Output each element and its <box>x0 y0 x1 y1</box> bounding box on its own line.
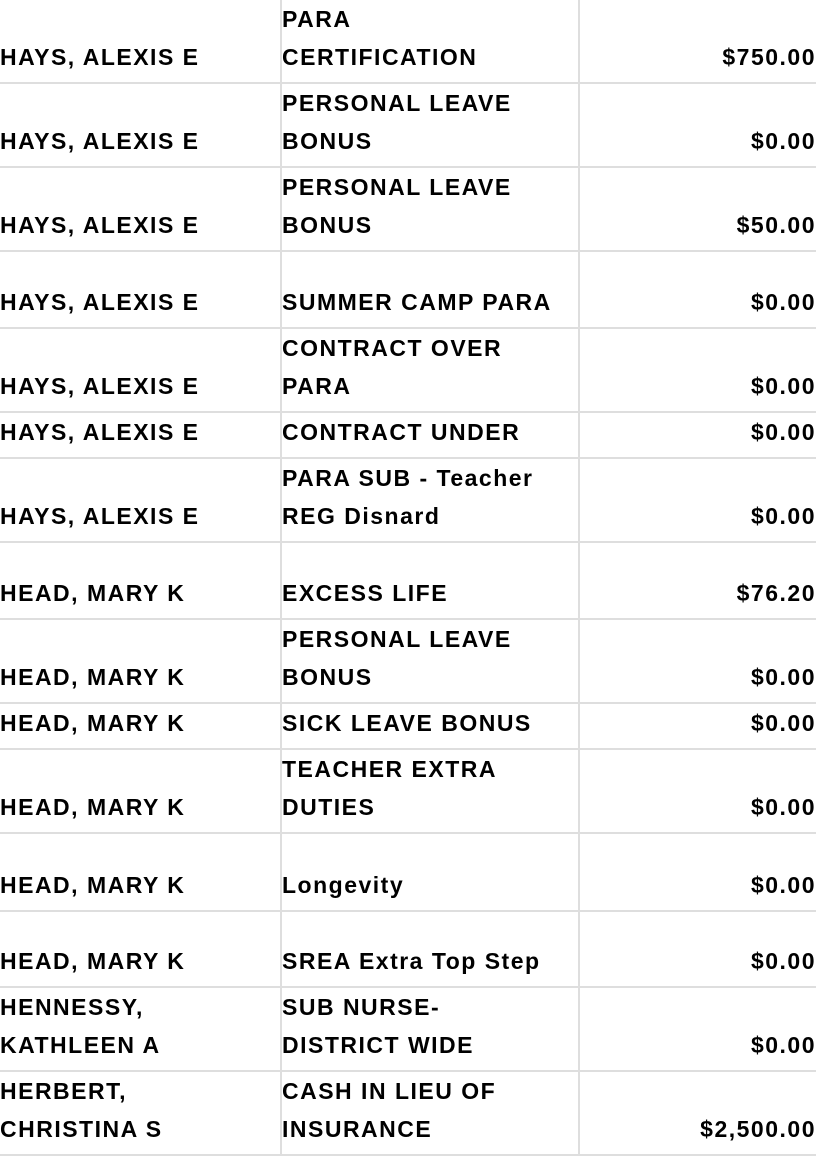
employee-name-cell[interactable]: HAYS, ALEXIS E <box>0 457 282 543</box>
amount-cell[interactable]: $76.20 <box>578 541 816 620</box>
table-row: HAYS, ALEXIS E PERSONAL LEAVE BONUS $0.0… <box>0 82 816 168</box>
pay-description-cell[interactable]: CASH IN LIEU OF INSURANCE <box>280 1070 580 1156</box>
employee-name-cell[interactable]: HEAD, MARY K <box>0 618 282 704</box>
employee-name-cell[interactable]: HEAD, MARY K <box>0 910 282 988</box>
pay-description-cell[interactable]: SREA Extra Top Step <box>280 910 580 988</box>
amount-cell[interactable]: $0.00 <box>578 748 816 834</box>
pay-description-cell[interactable]: EXCESS LIFE <box>280 541 580 620</box>
table-row: HEAD, MARY K PERSONAL LEAVE BONUS $0.00 <box>0 618 816 704</box>
pay-description-cell[interactable]: CONTRACT UNDER <box>280 411 580 459</box>
pay-description-cell[interactable]: PARA SUB - Teacher REG Disnard <box>280 457 580 543</box>
employee-name-cell[interactable]: HAYS, ALEXIS E <box>0 411 282 459</box>
employee-name-cell[interactable]: HAYS, ALEXIS E <box>0 250 282 329</box>
table-row: HEAD, MARY K SICK LEAVE BONUS $0.00 <box>0 702 816 750</box>
amount-cell[interactable]: $0.00 <box>578 82 816 168</box>
employee-name-cell[interactable]: HERBERT, CHRISTINA S <box>0 1070 282 1156</box>
table-row: HEAD, MARY K Longevity $0.00 <box>0 832 816 912</box>
amount-cell[interactable]: $0.00 <box>578 250 816 329</box>
pay-description-cell[interactable]: SUMMER CAMP PARA <box>280 250 580 329</box>
amount-cell[interactable]: $0.00 <box>578 327 816 413</box>
pay-description-cell[interactable]: PERSONAL LEAVE BONUS <box>280 82 580 168</box>
table-row: HAYS, ALEXIS E PERSONAL LEAVE BONUS $50.… <box>0 166 816 252</box>
employee-name-cell[interactable]: HEAD, MARY K <box>0 748 282 834</box>
table-row: HEAD, MARY K TEACHER EXTRA DUTIES $0.00 <box>0 748 816 834</box>
employee-name-cell[interactable]: HENNESSY, KATHLEEN A <box>0 986 282 1072</box>
table-row: HAYS, ALEXIS E CONTRACT UNDER $0.00 <box>0 411 816 459</box>
amount-cell[interactable]: $0.00 <box>578 618 816 704</box>
amount-cell[interactable]: $2,500.00 <box>578 1070 816 1156</box>
pay-description-cell[interactable]: Longevity <box>280 832 580 912</box>
table-row: HEAD, MARY K EXCESS LIFE $76.20 <box>0 541 816 620</box>
amount-cell[interactable]: $0.00 <box>578 832 816 912</box>
table-row: HAYS, ALEXIS E CONTRACT OVER PARA $0.00 <box>0 327 816 413</box>
employee-name-cell[interactable]: HAYS, ALEXIS E <box>0 82 282 168</box>
amount-cell[interactable]: $750.00 <box>578 0 816 84</box>
employee-name-cell[interactable]: HEAD, MARY K <box>0 541 282 620</box>
amount-cell[interactable]: $0.00 <box>578 910 816 988</box>
employee-name-cell[interactable]: HEAD, MARY K <box>0 832 282 912</box>
table-row: HAYS, ALEXIS E PARA CERTIFICATION $750.0… <box>0 0 816 84</box>
pay-description-cell[interactable]: SICK LEAVE BONUS <box>280 702 580 750</box>
employee-name-cell[interactable]: HAYS, ALEXIS E <box>0 327 282 413</box>
amount-cell[interactable]: $50.00 <box>578 166 816 252</box>
employee-name-cell[interactable]: HEAD, MARY K <box>0 702 282 750</box>
employee-name-cell[interactable]: HAYS, ALEXIS E <box>0 166 282 252</box>
table-row: HAYS, ALEXIS E PARA SUB - Teacher REG Di… <box>0 457 816 543</box>
table-row: HENNESSY, KATHLEEN A SUB NURSE- DISTRICT… <box>0 986 816 1072</box>
amount-cell[interactable]: $0.00 <box>578 702 816 750</box>
pay-description-cell[interactable]: PARA CERTIFICATION <box>280 0 580 84</box>
pay-description-cell[interactable]: PERSONAL LEAVE BONUS <box>280 166 580 252</box>
table-row: HERBERT, CHRISTINA S CASH IN LIEU OF INS… <box>0 1070 816 1156</box>
pay-description-cell[interactable]: PERSONAL LEAVE BONUS <box>280 618 580 704</box>
amount-cell[interactable]: $0.00 <box>578 986 816 1072</box>
pay-description-cell[interactable]: CONTRACT OVER PARA <box>280 327 580 413</box>
amount-cell[interactable]: $0.00 <box>578 411 816 459</box>
table-row: HEAD, MARY K SREA Extra Top Step $0.00 <box>0 910 816 988</box>
pay-description-cell[interactable]: SUB NURSE- DISTRICT WIDE <box>280 986 580 1072</box>
employee-name-cell[interactable]: HAYS, ALEXIS E <box>0 0 282 84</box>
pay-description-cell[interactable]: TEACHER EXTRA DUTIES <box>280 748 580 834</box>
amount-cell[interactable]: $0.00 <box>578 457 816 543</box>
table-row: HAYS, ALEXIS E SUMMER CAMP PARA $0.00 <box>0 250 816 329</box>
